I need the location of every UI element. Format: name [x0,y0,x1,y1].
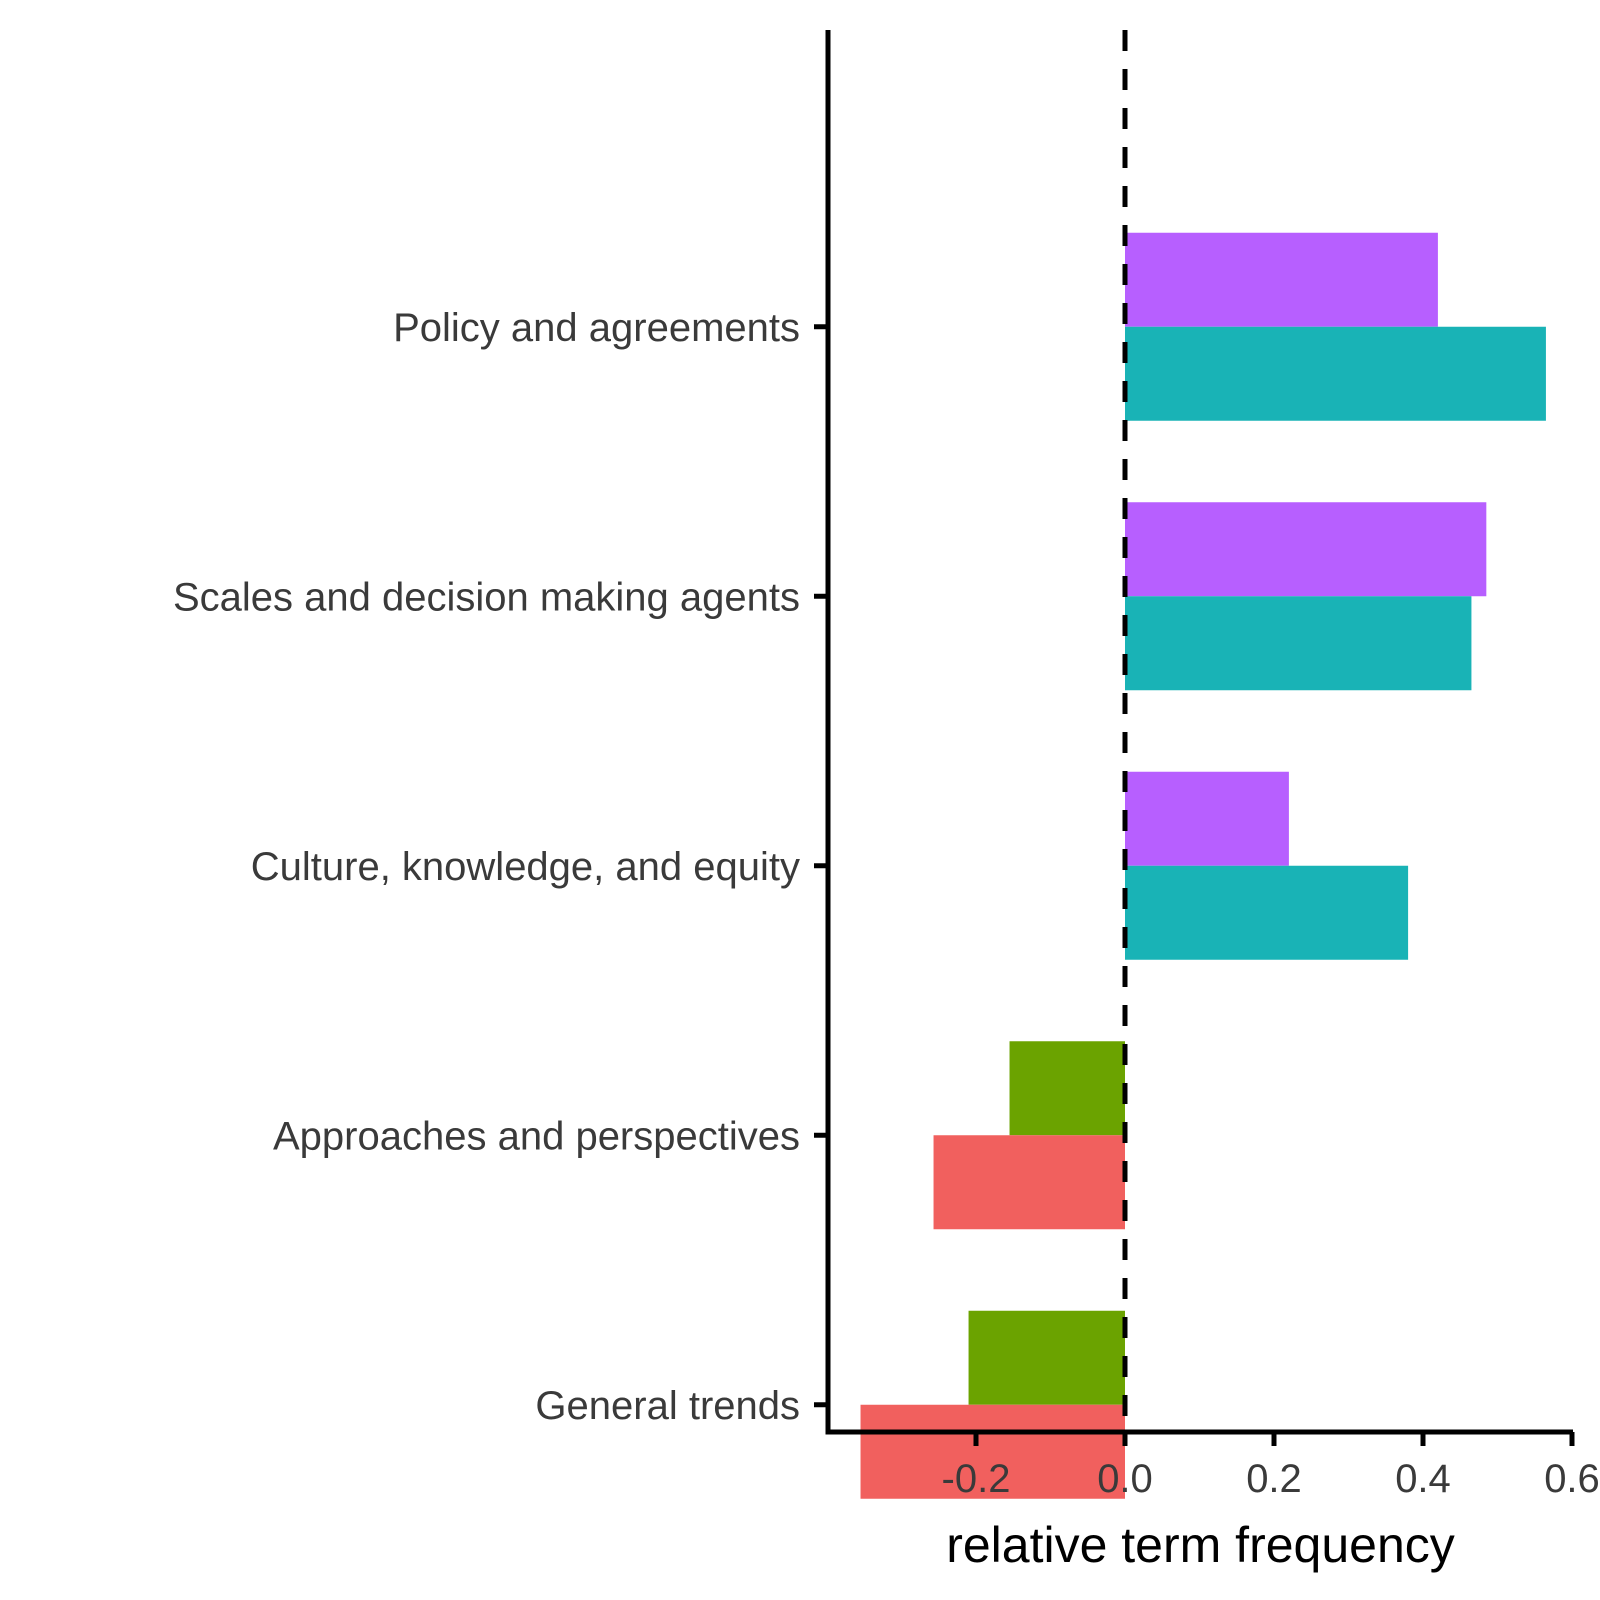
x-axis-title: relative term frequency [946,1517,1455,1573]
category-label: General trends [535,1384,800,1428]
bar [1125,596,1472,691]
x-tick-label: 0.6 [1544,1457,1600,1501]
bar [1125,865,1409,960]
category-label: Scales and decision making agents [173,575,800,619]
bar [1125,232,1438,327]
bar [933,1135,1125,1230]
bar [968,1310,1125,1405]
category-label: Policy and agreements [393,306,800,350]
bar [1125,326,1546,421]
x-axis-ticks: -0.2 0.0 0.2 0.4 0.6 [942,1432,1600,1501]
bar [1125,502,1487,597]
category-label: Approaches and perspectives [273,1114,800,1158]
bar [1009,1041,1125,1136]
x-tick-label: -0.2 [942,1457,1011,1501]
bar [1125,771,1289,866]
bar [860,1404,1125,1499]
category-label: Culture, knowledge, and equity [251,845,800,889]
y-axis-ticks: Policy and agreements Scales and decision… [173,306,828,1428]
x-tick-label: 0.2 [1246,1457,1302,1501]
x-tick-label: 0.0 [1097,1457,1153,1501]
bars-layer [860,232,1546,1499]
x-tick-label: 0.4 [1395,1457,1451,1501]
